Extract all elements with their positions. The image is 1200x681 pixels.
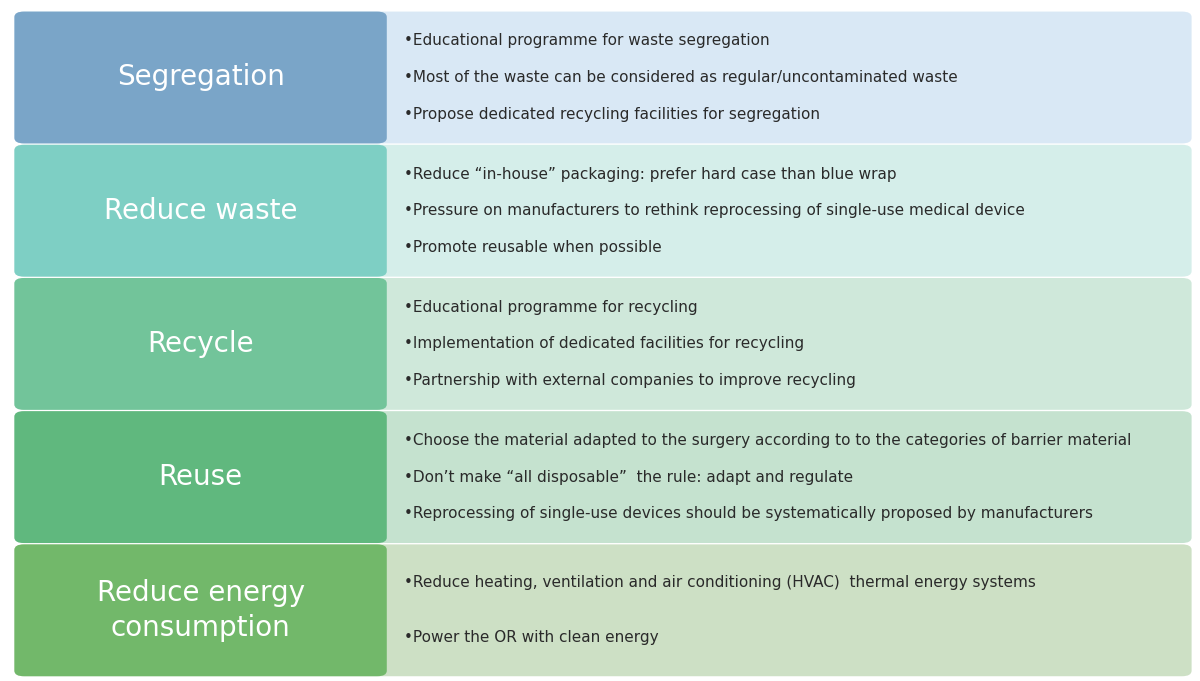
Text: •Educational programme for recycling: •Educational programme for recycling xyxy=(403,300,697,315)
Text: Reuse: Reuse xyxy=(158,463,242,491)
Text: •Reprocessing of single-use devices should be systematically proposed by manufac: •Reprocessing of single-use devices shou… xyxy=(403,506,1092,521)
Text: •Propose dedicated recycling facilities for segregation: •Propose dedicated recycling facilities … xyxy=(403,107,820,122)
Text: •Most of the waste can be considered as regular/uncontaminated waste: •Most of the waste can be considered as … xyxy=(403,70,958,85)
Text: Segregation: Segregation xyxy=(116,63,284,91)
FancyBboxPatch shape xyxy=(14,544,386,676)
FancyBboxPatch shape xyxy=(14,278,386,410)
Text: •Promote reusable when possible: •Promote reusable when possible xyxy=(403,240,661,255)
Text: •Reduce “in-house” packaging: prefer hard case than blue wrap: •Reduce “in-house” packaging: prefer har… xyxy=(403,167,896,182)
Text: •Reduce heating, ventilation and air conditioning (HVAC)  thermal energy systems: •Reduce heating, ventilation and air con… xyxy=(403,575,1036,590)
FancyBboxPatch shape xyxy=(14,145,1192,276)
Text: •Pressure on manufacturers to rethink reprocessing of single-use medical device: •Pressure on manufacturers to rethink re… xyxy=(403,203,1025,218)
FancyBboxPatch shape xyxy=(14,411,386,543)
Text: •Choose the material adapted to the surgery according to to the categories of ba: •Choose the material adapted to the surg… xyxy=(403,433,1130,448)
FancyBboxPatch shape xyxy=(14,278,1192,410)
Text: •Educational programme for waste segregation: •Educational programme for waste segrega… xyxy=(403,33,769,48)
Text: •Don’t make “all disposable”  the rule: adapt and regulate: •Don’t make “all disposable” the rule: a… xyxy=(403,470,853,485)
Text: •Implementation of dedicated facilities for recycling: •Implementation of dedicated facilities … xyxy=(403,336,804,351)
Text: Reduce energy
consumption: Reduce energy consumption xyxy=(96,579,305,642)
FancyBboxPatch shape xyxy=(14,12,1192,144)
FancyBboxPatch shape xyxy=(14,544,1192,676)
FancyBboxPatch shape xyxy=(14,145,386,276)
Text: Reduce waste: Reduce waste xyxy=(104,197,298,225)
FancyBboxPatch shape xyxy=(14,12,386,144)
Text: •Partnership with external companies to improve recycling: •Partnership with external companies to … xyxy=(403,373,856,388)
Text: Recycle: Recycle xyxy=(148,330,254,358)
FancyBboxPatch shape xyxy=(14,411,1192,543)
Text: •Power the OR with clean energy: •Power the OR with clean energy xyxy=(403,631,659,646)
